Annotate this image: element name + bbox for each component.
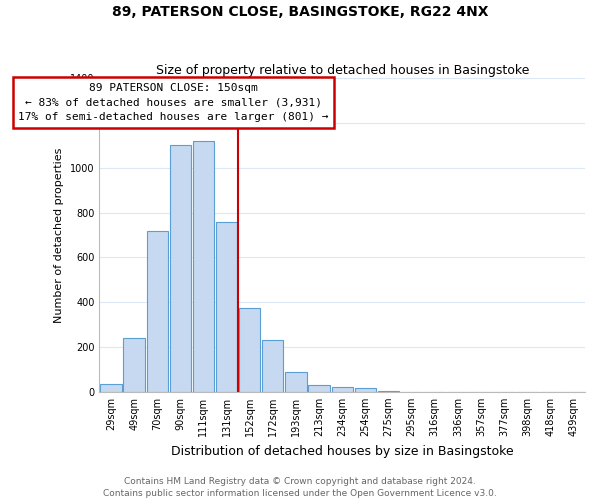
Bar <box>239 308 260 392</box>
Title: Size of property relative to detached houses in Basingstoke: Size of property relative to detached ho… <box>155 64 529 77</box>
Bar <box>355 388 376 392</box>
Bar <box>262 340 283 392</box>
Y-axis label: Number of detached properties: Number of detached properties <box>55 148 64 322</box>
Bar <box>286 372 307 392</box>
X-axis label: Distribution of detached houses by size in Basingstoke: Distribution of detached houses by size … <box>171 444 514 458</box>
Bar <box>216 222 237 392</box>
Text: 89, PATERSON CLOSE, BASINGSTOKE, RG22 4NX: 89, PATERSON CLOSE, BASINGSTOKE, RG22 4N… <box>112 5 488 19</box>
Bar <box>100 384 122 392</box>
Bar <box>170 146 191 392</box>
Text: 89 PATERSON CLOSE: 150sqm
← 83% of detached houses are smaller (3,931)
17% of se: 89 PATERSON CLOSE: 150sqm ← 83% of detac… <box>18 82 329 122</box>
Bar <box>332 388 353 392</box>
Bar <box>378 390 399 392</box>
Bar <box>146 230 168 392</box>
Bar <box>124 338 145 392</box>
Bar <box>308 385 330 392</box>
Text: Contains HM Land Registry data © Crown copyright and database right 2024.
Contai: Contains HM Land Registry data © Crown c… <box>103 476 497 498</box>
Bar <box>193 141 214 392</box>
